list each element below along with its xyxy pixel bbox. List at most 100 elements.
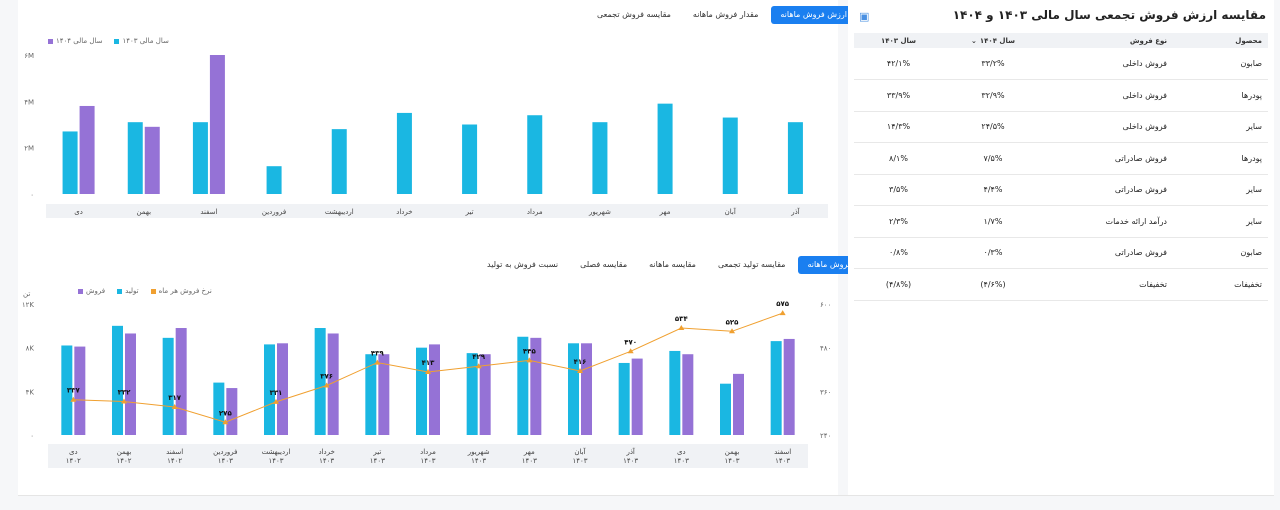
- bar-sales[interactable]: [277, 343, 288, 435]
- x-tick-month: دی: [69, 448, 78, 456]
- bar-1404[interactable]: [79, 105, 95, 194]
- bar-sales[interactable]: [175, 328, 187, 435]
- x-tick-month: مهر: [523, 448, 535, 456]
- bottom-legend-item[interactable]: نرخ فروش هر ماه: [150, 287, 212, 295]
- bar-production[interactable]: [61, 345, 73, 435]
- rate-point[interactable]: [627, 348, 634, 354]
- bar-sales[interactable]: [74, 346, 86, 435]
- bar-sales[interactable]: [327, 333, 339, 435]
- cell-1403: ۳/۵%: [854, 174, 943, 206]
- sort-chevron-icon[interactable]: ⌄: [971, 36, 977, 45]
- bar-production[interactable]: [618, 362, 630, 435]
- tab-bottom_tabs-1[interactable]: مقایسه تولید تجمعی: [717, 260, 786, 269]
- bar-production[interactable]: [112, 325, 123, 435]
- bar-production[interactable]: [568, 343, 579, 435]
- bottom-legend-item[interactable]: فروش: [78, 287, 105, 295]
- rate-point[interactable]: [171, 403, 178, 409]
- bottom-chart-legend: نرخ فروش هر ماه تولید فروش: [78, 287, 212, 295]
- rate-point[interactable]: [526, 357, 533, 363]
- bar-production[interactable]: [720, 383, 731, 435]
- bar-production[interactable]: [416, 347, 427, 435]
- bar-1403[interactable]: [462, 124, 478, 195]
- rate-point[interactable]: [729, 328, 735, 334]
- x-tick-month: دی: [677, 448, 686, 456]
- tab-top_tabs-1[interactable]: مقدار فروش ماهانه: [692, 10, 759, 19]
- rate-point[interactable]: [374, 359, 381, 365]
- rate-point[interactable]: [678, 325, 685, 331]
- rate-point[interactable]: [273, 398, 279, 404]
- bar-1404[interactable]: [144, 126, 160, 194]
- rate-point[interactable]: [425, 369, 431, 375]
- x-tick-label: مهر: [659, 208, 671, 216]
- bar-1403[interactable]: [266, 166, 282, 194]
- bar-1403[interactable]: [722, 117, 738, 194]
- bar-sales[interactable]: [783, 338, 795, 435]
- bar-sales[interactable]: [682, 354, 694, 435]
- bar-1403[interactable]: [527, 115, 543, 194]
- bar-1403[interactable]: [396, 112, 412, 194]
- tab-bottom_tabs-3[interactable]: مقایسه فصلی: [580, 260, 628, 269]
- tab-top_tabs-2[interactable]: مقایسه فروش تجمعی: [597, 10, 671, 19]
- rate-point[interactable]: [323, 382, 330, 388]
- bar-1403[interactable]: [787, 122, 803, 194]
- export-icon[interactable]: ▣: [859, 10, 870, 23]
- divider: [18, 495, 1274, 496]
- bar-1403[interactable]: [657, 103, 673, 194]
- bar-production[interactable]: [314, 328, 326, 435]
- bar-1403[interactable]: [127, 122, 143, 194]
- bar-production[interactable]: [517, 336, 529, 435]
- x-tick-label: مرداد: [527, 208, 543, 216]
- bar-1403[interactable]: [331, 129, 347, 194]
- rate-point[interactable]: [577, 367, 583, 373]
- cell-1404: ۷/۵%: [943, 142, 1043, 175]
- bar-production[interactable]: [365, 354, 377, 435]
- bar-sales[interactable]: [530, 337, 542, 435]
- cell-1403: ۱۴/۳%: [854, 111, 943, 143]
- bar-production[interactable]: [770, 341, 782, 435]
- cell-type: تخفیفات: [1043, 268, 1173, 301]
- x-tick-month: اردیبهشت: [262, 448, 291, 456]
- bar-1403[interactable]: [592, 122, 608, 194]
- bar-sales[interactable]: [125, 333, 136, 435]
- bar-1403[interactable]: [192, 122, 208, 194]
- tab-bottom_tabs-0[interactable]: فروش ماهانه: [798, 256, 861, 274]
- rate-point[interactable]: [222, 419, 229, 425]
- table-row: سایر فروش صادراتی ۴/۴% ۳/۵%: [854, 174, 1268, 206]
- x-tick-year: ۱۴۰۳: [522, 457, 537, 465]
- rate-point[interactable]: [779, 310, 786, 316]
- rate-point[interactable]: [70, 396, 77, 402]
- bar-sales[interactable]: [581, 343, 592, 435]
- bar-1403[interactable]: [62, 131, 78, 194]
- rate-label: ۲۷۵: [219, 409, 233, 417]
- bar-production[interactable]: [466, 353, 478, 435]
- cumulative-comparison-panel: ▣ مقایسه ارزش فروش تجمعی سال مالی ۱۴۰۳ و…: [848, 0, 1274, 495]
- bar-production[interactable]: [162, 337, 174, 435]
- header-1404[interactable]: سال ۱۴۰۴⌄: [943, 33, 1043, 48]
- tab-top_tabs-0[interactable]: ارزش فروش ماهانه: [771, 6, 856, 24]
- top-legend-item[interactable]: سال مالی ۱۴۰۴: [48, 37, 102, 45]
- tab-bottom_tabs-2[interactable]: مقایسه ماهانه: [649, 260, 696, 269]
- monthly-sales-production-chart: تن۱۲K۸K۴K۰۶۰۰۴۸۰۳۶۰۲۴۰اسفند۱۴۰۳بهمن۱۴۰۳د…: [22, 290, 831, 468]
- rate-point[interactable]: [121, 398, 127, 404]
- bar-sales[interactable]: [479, 354, 491, 435]
- bar-sales[interactable]: [226, 388, 238, 435]
- rate-point[interactable]: [475, 363, 482, 369]
- bottom-legend-item[interactable]: تولید: [117, 287, 139, 295]
- y-left-tick-label: ۱۲K: [22, 301, 35, 309]
- bar-sales[interactable]: [733, 373, 744, 435]
- bar-sales[interactable]: [378, 354, 390, 435]
- bar-production[interactable]: [264, 344, 275, 435]
- x-tick-year: ۱۴۰۲: [116, 457, 131, 465]
- x-tick-month: آبان: [574, 447, 586, 456]
- y-tick-label: ۰: [30, 191, 34, 199]
- bar-sales[interactable]: [631, 358, 643, 435]
- bottom-legend-label: فروش: [86, 287, 106, 295]
- bar-sales[interactable]: [429, 344, 440, 435]
- cell-type: فروش صادراتی: [1043, 142, 1173, 175]
- bar-1404[interactable]: [209, 55, 225, 194]
- top-legend-item[interactable]: سال مالی ۱۴۰۳: [114, 37, 169, 45]
- bar-production[interactable]: [669, 350, 681, 435]
- tab-bottom_tabs-4[interactable]: نسبت فروش به تولید: [487, 260, 559, 269]
- rate-label: ۵۳۴: [675, 315, 689, 323]
- bar-production[interactable]: [213, 382, 225, 435]
